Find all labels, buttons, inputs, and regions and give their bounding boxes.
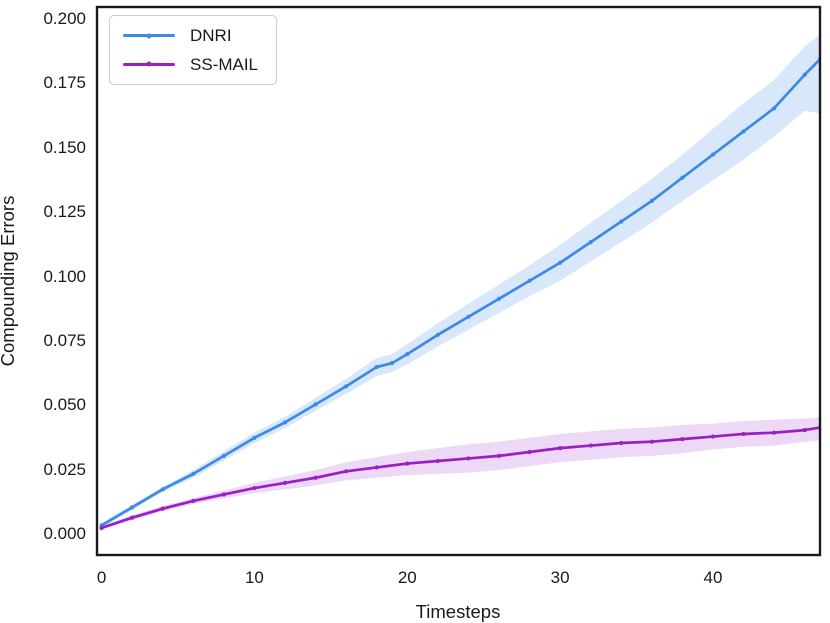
ss-mail-confidence-band [101,417,820,530]
dnri-marker [527,278,532,283]
ssmail-line-sample-icon [123,61,175,67]
ss-mail-marker [588,443,593,448]
dnri-marker [130,505,135,510]
ss-mail-marker [191,498,196,504]
y-tick-label: 0.100 [43,266,86,286]
ss-mail-marker [558,446,563,451]
dnri-marker [191,471,196,476]
dnri-marker [710,152,716,157]
ss-mail-marker [99,525,104,531]
ss-mail-marker [527,449,532,455]
ss-mail-marker [619,440,624,446]
x-tick-label: 0 [96,568,107,587]
dnri-marker [680,175,685,180]
dnri-marker [435,332,440,337]
ss-mail-marker [466,456,471,461]
ss-mail-marker [772,430,777,435]
dnri-marker [496,296,502,301]
ss-mail-marker [221,492,226,497]
ss-mail-marker [252,485,257,491]
dnri-marker [160,487,165,492]
dnri-marker [221,453,226,458]
dnri-marker [741,129,746,134]
plot-area [99,34,820,531]
y-tick-label: 0.200 [43,9,86,29]
axes-box [95,5,822,557]
dnri-marker-icon [146,33,152,39]
dnri-line-sample-icon [123,33,175,39]
dnri-marker [374,364,379,370]
legend: DNRI SS-MAIL [109,15,278,86]
ss-mail-marker [313,475,318,480]
legend-item-ssmail: SS-MAIL [123,55,258,75]
x-tick-label: 20 [397,568,417,587]
dnri-marker [389,361,395,366]
dnri-marker [558,260,563,265]
y-tick-label: 0.175 [43,73,86,93]
x-tick-label: 30 [550,568,570,587]
y-tick-label: 0.125 [43,202,86,222]
dnri-marker [405,352,410,357]
y-tick-label: 0.075 [43,330,86,350]
dnri-marker [619,219,624,224]
dnri-marker [649,198,654,204]
ss-mail-marker [802,428,807,433]
dnri-marker [252,435,257,440]
ss-mail-marker [374,465,379,470]
dnri-marker [313,402,318,407]
ss-mail-marker [405,461,410,466]
dnri-marker [466,314,471,319]
dnri-marker [282,420,288,425]
dnri-line [100,57,820,527]
dnri-marker [344,384,349,389]
ss-mail-marker [496,453,502,458]
legend-item-dnri: DNRI [123,26,258,46]
dnri-marker [802,72,807,77]
y-tick-label: 0.025 [43,459,86,479]
ss-mail-marker [741,431,746,437]
y-tick-label: 0.050 [43,395,86,415]
ss-mail-marker [435,458,440,464]
ss-mail-marker [344,469,349,474]
legend-label-dnri: DNRI [190,26,232,45]
legend-label-ssmail: SS-MAIL [190,54,259,74]
dnri-marker [588,240,593,245]
ss-mail-marker [160,506,165,511]
ss-mail-marker [649,439,654,444]
ss-mail-marker [680,437,685,442]
dnri-marker [772,106,777,111]
y-tick-label: 0.000 [43,524,86,544]
ss-mail-marker [710,434,716,439]
x-tick-label: 40 [703,568,723,587]
ss-mail-marker [282,480,288,485]
y-tick-label: 0.150 [43,137,86,157]
ss-mail-marker [130,515,135,520]
ssmail-marker-icon [146,61,152,67]
x-axis-label: Timesteps [415,601,501,622]
x-tick-label: 10 [244,568,264,587]
